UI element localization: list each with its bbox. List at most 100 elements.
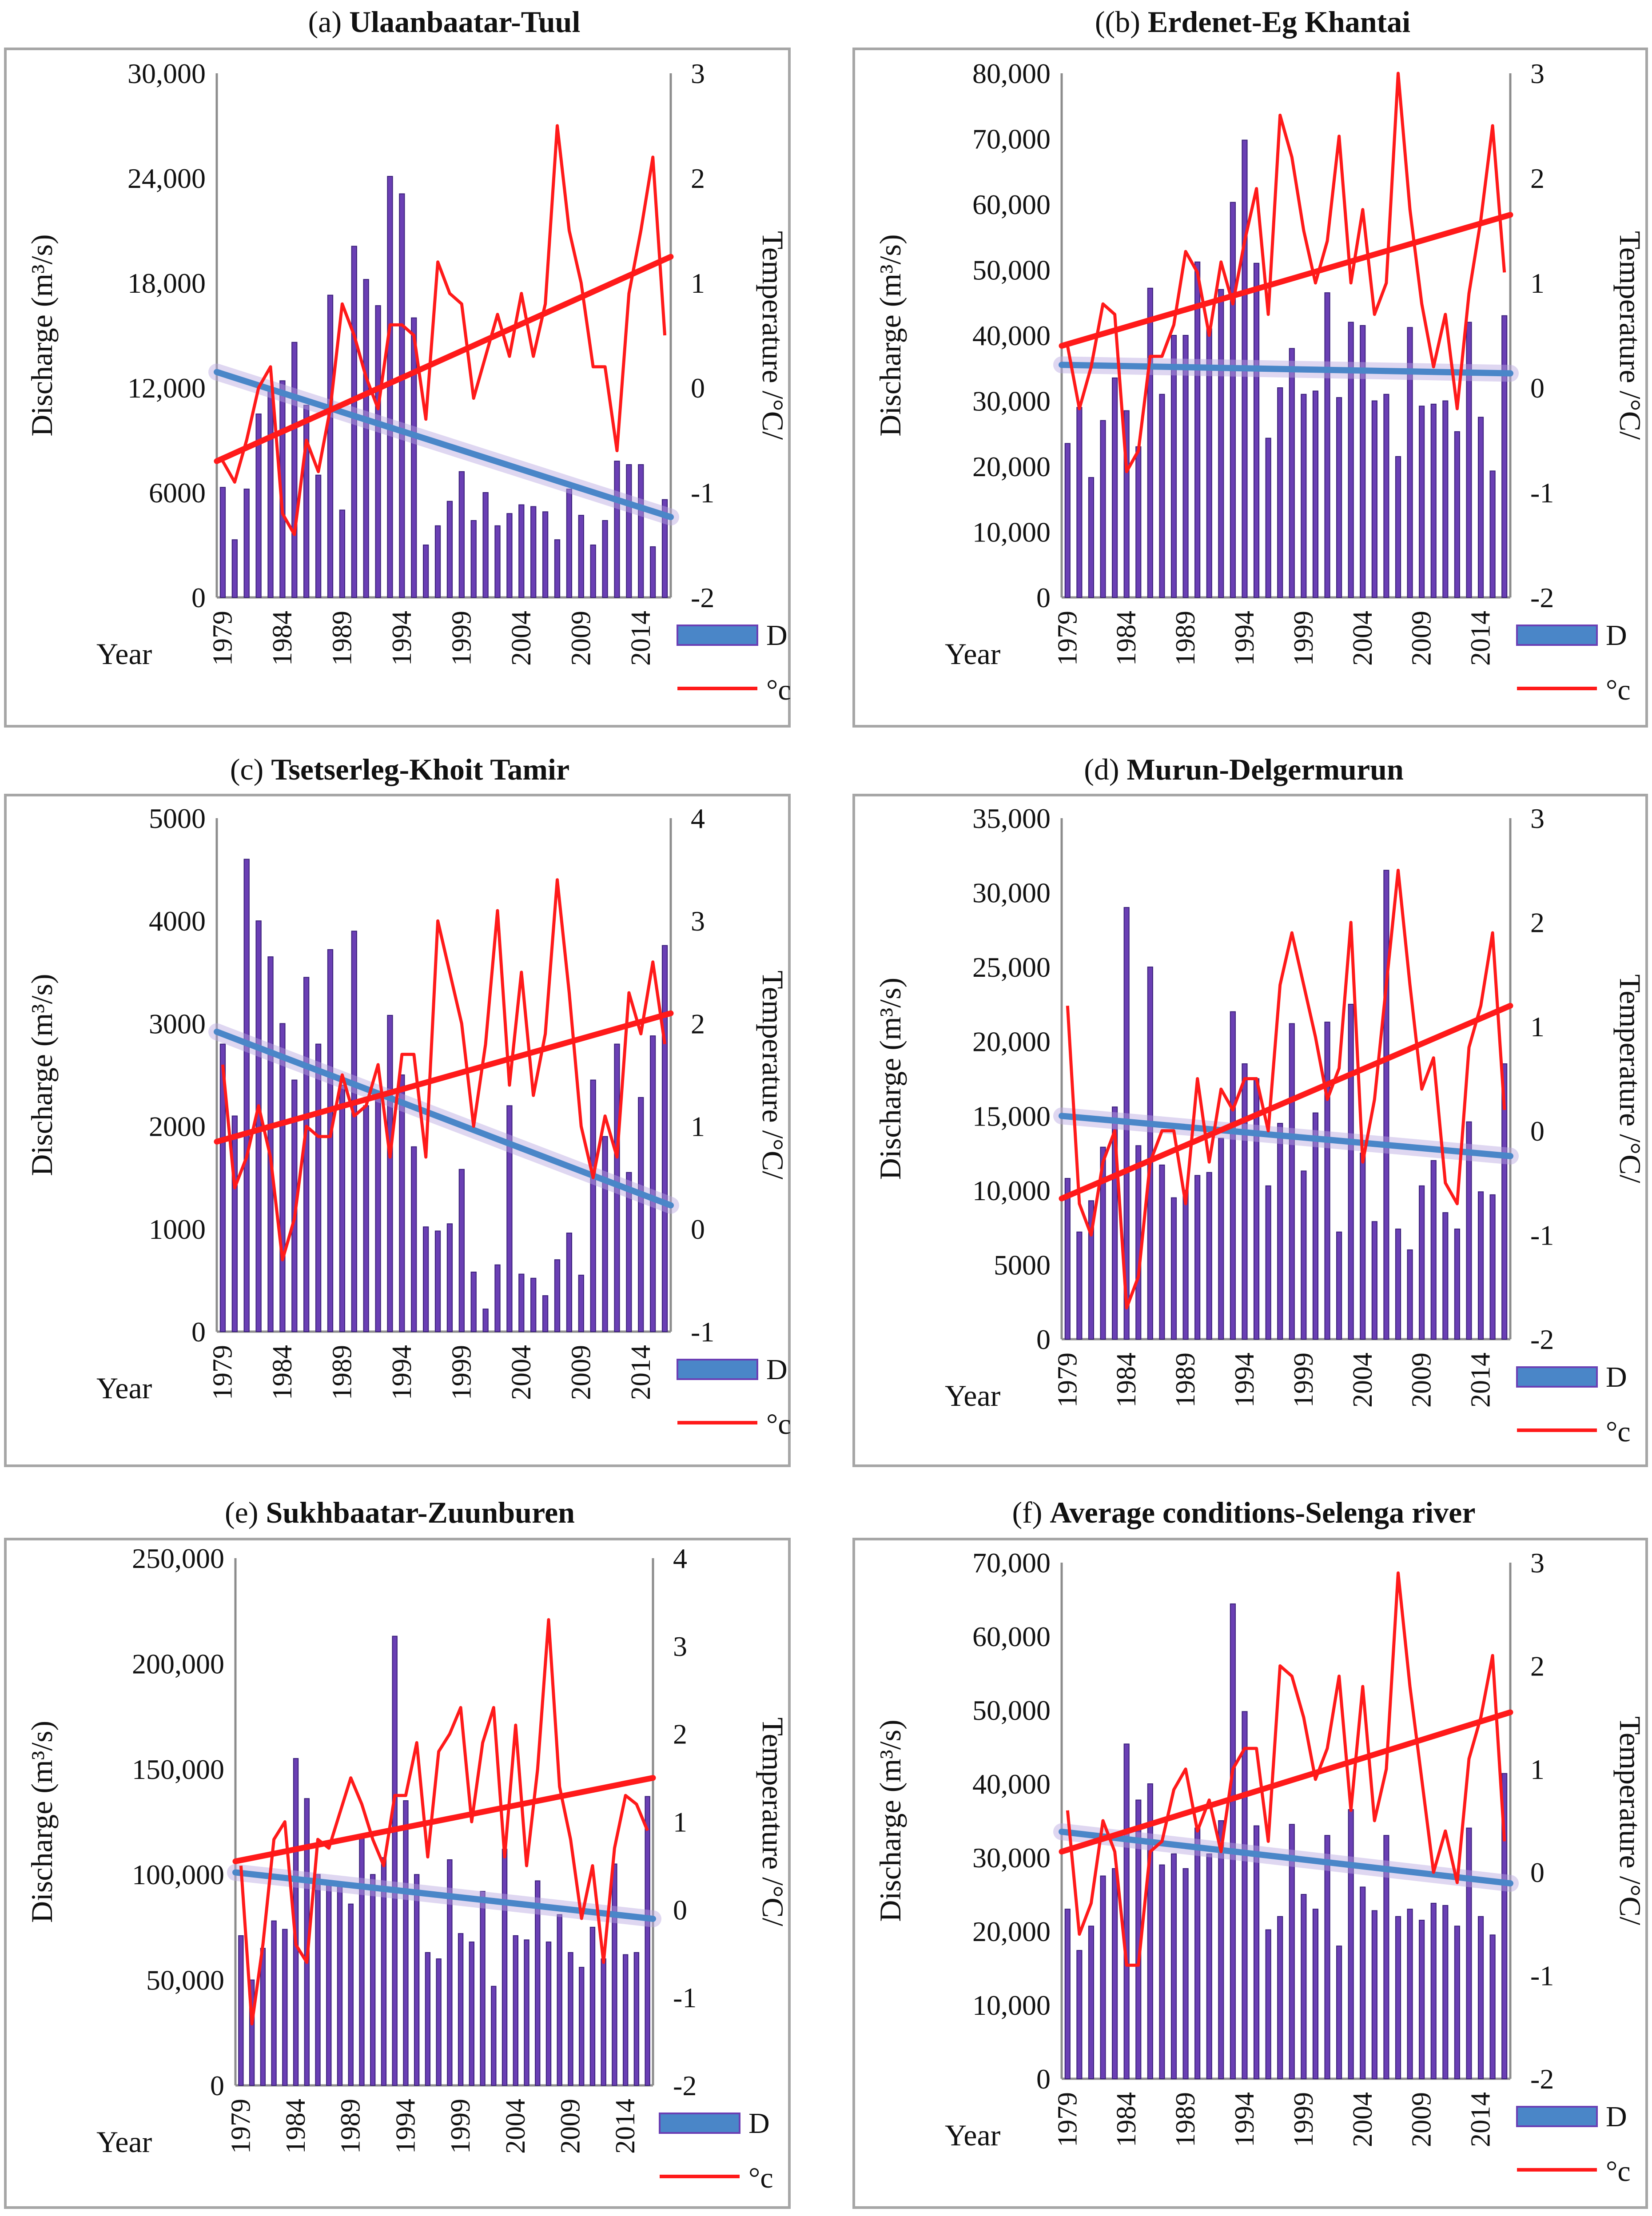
y-tick-label: 30,000 [972, 386, 1051, 417]
discharge-bar [1301, 1894, 1307, 2079]
panel-label: (c) [230, 752, 271, 786]
discharge-bar [638, 464, 644, 598]
discharge-bar [1477, 1191, 1484, 1340]
legend-discharge-label: D [1606, 2101, 1627, 2133]
x-axis-title: Year [96, 1371, 152, 1405]
x-tick-label: 1994 [387, 611, 417, 666]
x-tick-label: 1999 [446, 1345, 477, 1400]
discharge-bar [1324, 1835, 1330, 2080]
y2-tick-label: 1 [691, 267, 705, 299]
discharge-bar [1383, 394, 1389, 598]
discharge-bar [363, 1105, 369, 1333]
temperature-line [1066, 72, 1506, 473]
discharge-bar [1088, 1200, 1095, 1340]
discharge-bar [1112, 1106, 1118, 1340]
y2-axis-title: Temperature /°C/ [756, 971, 790, 1179]
x-tick-label: 1999 [1289, 2092, 1319, 2147]
y-tick-label: 10,000 [972, 1175, 1051, 1206]
discharge-bar [1454, 1228, 1460, 1340]
discharge-bar [392, 1635, 398, 2086]
discharge-bar [1147, 287, 1153, 598]
x-tick-label: 1984 [1111, 1353, 1142, 1408]
y-tick-label: 100,000 [132, 1859, 224, 1890]
discharge-bar [1277, 387, 1283, 598]
discharge-bar [1100, 1875, 1106, 2079]
y-tick-label: 30,000 [972, 1842, 1051, 1874]
discharge-bar [1170, 1853, 1177, 2080]
discharge-bar [1371, 400, 1377, 598]
discharge-bar [1277, 1916, 1283, 2079]
discharge-bar [1088, 1926, 1095, 2079]
discharge-bar [590, 545, 596, 598]
discharge-bar [327, 949, 334, 1333]
discharge-trend-line [214, 1028, 674, 1209]
discharge-bar [1076, 407, 1083, 598]
discharge-bar [1112, 1868, 1118, 2079]
discharge-bar [470, 1271, 477, 1333]
y2-tick-label: 3 [1530, 1547, 1545, 1579]
discharge-bar [1466, 1121, 1472, 1340]
discharge-bar [518, 504, 525, 598]
y-axis-title: Discharge (m³/s) [873, 1719, 907, 1922]
discharge-bar [1112, 377, 1118, 598]
legend-temperature-label: °c [766, 1408, 791, 1440]
temperature-line [221, 878, 667, 1261]
discharge-bar [1383, 1835, 1389, 2080]
x-axis-title: Year [945, 2118, 1001, 2152]
discharge-bar [249, 1979, 255, 2086]
discharge-bar [436, 1958, 442, 2086]
discharge-bar [255, 414, 262, 598]
chart-panel-c: (c) Tsetserleg-Khoit Tamir 0 1000 2000 3000 4… [4, 752, 791, 1467]
x-tick-label: 2009 [566, 1345, 596, 1400]
y2-tick-label: 0 [673, 1894, 687, 1926]
panel-title-text: Murun-Delgermurun [1127, 752, 1404, 786]
discharge-bar [1170, 1197, 1177, 1340]
y-tick-label: 20,000 [972, 1916, 1051, 1947]
panel-frame [4, 794, 791, 1467]
x-tick-label: 1984 [1111, 611, 1142, 666]
y2-tick-label: 1 [691, 1111, 705, 1142]
x-axis-title: Year [945, 1379, 1001, 1412]
discharge-bar [1336, 397, 1342, 598]
x-tick-label: 2014 [1466, 2092, 1496, 2147]
y-axis-title: Discharge (m³/s) [873, 234, 907, 436]
legend-discharge-label: D [766, 619, 788, 652]
x-tick-label: 2004 [501, 2099, 531, 2154]
x-axis-title: Year [945, 637, 1001, 671]
x-tick-label: 1979 [226, 2099, 256, 2154]
y2-tick-label: -1 [1530, 1960, 1554, 1992]
discharge-bar [434, 1230, 441, 1333]
discharge-bar [363, 279, 369, 598]
panel-title-text: Average conditions-Selenga river [1050, 1496, 1475, 1529]
panel-title: (c) Tsetserleg-Khoit Tamir [230, 752, 569, 786]
panel-title-text: Ulaanbaatar-Tuul [349, 5, 580, 39]
y-tick-label: 10,000 [972, 517, 1051, 548]
y-tick-label: 18,000 [127, 267, 206, 299]
discharge-bar [1076, 1231, 1083, 1340]
discharge-bar [282, 1929, 288, 2086]
discharge-bar [387, 1015, 393, 1333]
discharge-bar [423, 545, 429, 598]
discharge-bar [255, 920, 262, 1332]
discharge-bar [494, 1264, 501, 1332]
discharge-bar [1466, 1827, 1472, 2080]
discharge-bar [506, 513, 513, 598]
y-tick-label: 25,000 [972, 951, 1051, 983]
y2-tick-label: 3 [1530, 58, 1545, 89]
y-tick-label: 30,000 [127, 58, 206, 89]
discharge-bar [1159, 1164, 1165, 1340]
panel-title: (a) Ulaanbaatar-Tuul [308, 5, 581, 39]
x-tick-label: 1989 [1170, 611, 1201, 666]
chart-panel-d: (d) Murun-Delgermurun0500010,00015,00020… [852, 752, 1648, 1467]
temperature-trend-line [214, 1010, 674, 1145]
y2-tick-label: 1 [1530, 267, 1545, 299]
discharge-bar [494, 525, 501, 598]
discharge-bar [542, 511, 549, 598]
y-axis-title: Discharge (m³/s) [25, 234, 59, 436]
discharge-bar [1064, 1178, 1071, 1340]
discharge-bar [626, 464, 632, 598]
x-tick-label: 2009 [1407, 2092, 1437, 2147]
discharge-bar [238, 1935, 244, 2086]
x-tick-label: 1994 [1230, 1353, 1260, 1408]
